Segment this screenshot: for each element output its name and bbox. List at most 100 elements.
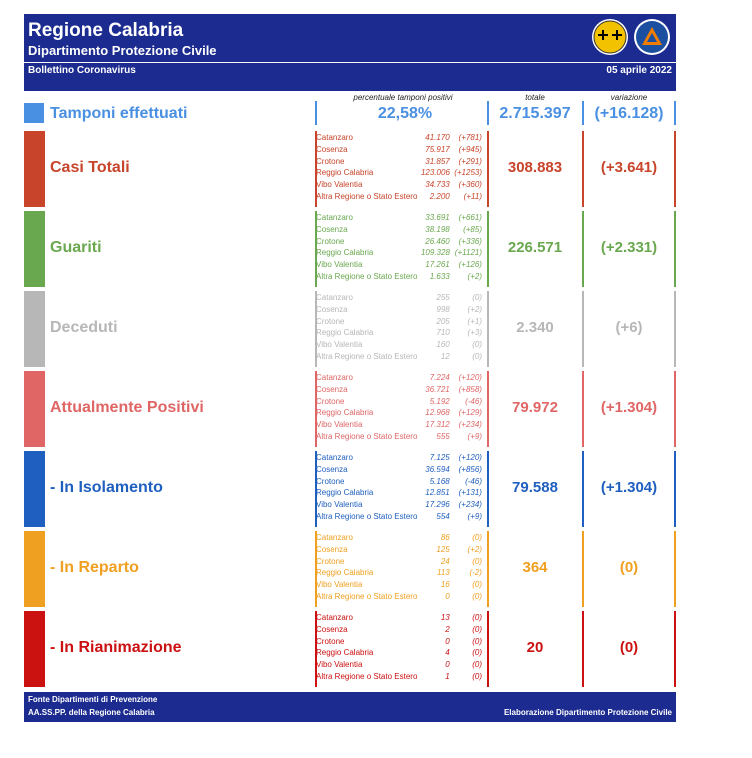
province-name: Cosenza bbox=[316, 544, 348, 554]
divider bbox=[315, 531, 317, 607]
section-color-block bbox=[24, 611, 45, 687]
province-row: Reggio Calabria 4 (0) bbox=[316, 647, 482, 659]
province-table: Catanzaro 33.691 (+661) Cosenza 38.198 (+85) C… bbox=[316, 212, 482, 283]
page-subtitle: Dipartimento Protezione Civile bbox=[28, 43, 217, 58]
province-value: 555 bbox=[436, 431, 450, 441]
province-value: 123.006 bbox=[420, 168, 450, 178]
province-value: 710 bbox=[436, 328, 450, 338]
province-name: Cosenza bbox=[316, 624, 348, 634]
province-delta: (-46) bbox=[465, 476, 482, 486]
province-name: Crotone bbox=[316, 396, 345, 406]
province-row: Reggio Calabria 710 (+3) bbox=[316, 327, 482, 339]
divider bbox=[582, 131, 584, 207]
province-name: Catanzaro bbox=[316, 533, 353, 542]
province-row: Vibo Valentia 16 (0) bbox=[316, 579, 482, 591]
divider bbox=[674, 531, 676, 607]
province-delta: (+9) bbox=[467, 511, 482, 521]
province-name: Vibo Valentia bbox=[316, 420, 363, 430]
province-value: 5.168 bbox=[429, 476, 450, 486]
province-value: 160 bbox=[436, 340, 450, 350]
section-total: 226.571 bbox=[507, 239, 563, 256]
province-value: 554 bbox=[436, 511, 450, 521]
province-name: Cosenza bbox=[316, 464, 348, 474]
province-row: Vibo Valentia 160 (0) bbox=[316, 339, 482, 351]
province-delta: (+336) bbox=[458, 236, 482, 246]
section-variation: (0) bbox=[619, 559, 639, 576]
province-value: 13 bbox=[440, 613, 450, 622]
divider bbox=[315, 451, 317, 527]
province-row: Reggio Calabria 109.328 (+1121) bbox=[316, 247, 482, 259]
province-value: 75.917 bbox=[425, 144, 450, 154]
divider bbox=[582, 531, 584, 607]
section-row: - In Reparto Catanzaro 86 (0) Cosenza 125 (+2)… bbox=[24, 531, 676, 607]
province-value: 0 bbox=[445, 591, 450, 601]
section-row: Attualmente Positivi Catanzaro 7.224 (+120)… bbox=[24, 371, 676, 447]
tamponi-color-block bbox=[24, 103, 44, 123]
province-name: Reggio Calabria bbox=[316, 568, 374, 578]
province-name: Crotone bbox=[316, 636, 345, 646]
province-delta: (0) bbox=[472, 556, 482, 566]
province-value: 205 bbox=[436, 316, 450, 326]
province-row: Catanzaro 86 (0) bbox=[316, 532, 482, 544]
province-delta: (0) bbox=[472, 636, 482, 646]
province-value: 255 bbox=[436, 293, 450, 302]
province-delta: (0) bbox=[472, 533, 482, 542]
section-label: Deceduti bbox=[50, 319, 118, 336]
source-line-1: Fonte Dipartimenti di Prevenzione bbox=[28, 695, 158, 704]
section-total: 79.972 bbox=[512, 399, 558, 416]
province-value: 2 bbox=[445, 624, 450, 634]
province-value: 109.328 bbox=[420, 248, 450, 258]
tamponi-label: Tamponi effettuati bbox=[50, 105, 188, 122]
province-value: 1 bbox=[445, 671, 450, 681]
province-name: Catanzaro bbox=[316, 453, 353, 462]
province-value: 17.261 bbox=[425, 260, 450, 270]
province-delta: (0) bbox=[472, 671, 482, 681]
province-row: Crotone 5.168 (-46) bbox=[316, 476, 482, 488]
divider bbox=[582, 291, 584, 367]
divider bbox=[487, 611, 489, 687]
province-delta: (0) bbox=[472, 340, 482, 350]
province-delta: (+2) bbox=[467, 304, 482, 314]
province-value: 0 bbox=[445, 636, 450, 646]
section-row: - In Isolamento Catanzaro 7.125 (+120) Cosen… bbox=[24, 451, 676, 527]
divider bbox=[315, 101, 317, 125]
province-delta: (+2) bbox=[467, 544, 482, 554]
province-name: Cosenza bbox=[316, 304, 348, 314]
section-color-block bbox=[24, 531, 45, 607]
province-value: 17.312 bbox=[425, 420, 450, 430]
divider bbox=[315, 211, 317, 287]
section-row: Guariti Catanzaro 33.691 (+661) Cosenza 38.19… bbox=[24, 211, 676, 287]
province-name: Catanzaro bbox=[316, 373, 353, 382]
province-delta: (+661) bbox=[458, 213, 482, 222]
province-value: 34.733 bbox=[425, 180, 450, 190]
province-row: Altra Regione o Stato Estero 1 (0) bbox=[316, 671, 482, 683]
section-total: 20 bbox=[526, 639, 544, 656]
province-delta: (+1121) bbox=[454, 248, 482, 258]
province-row: Altra Regione o Stato Estero 2.200 (+11) bbox=[316, 191, 482, 203]
province-name: Catanzaro bbox=[316, 613, 353, 622]
province-name: Reggio Calabria bbox=[316, 328, 374, 338]
province-value: 24 bbox=[440, 556, 450, 566]
province-value: 5.192 bbox=[429, 396, 450, 406]
section-variation: (+1.304) bbox=[600, 479, 658, 496]
province-row: Cosenza 998 (+2) bbox=[316, 304, 482, 316]
divider bbox=[674, 451, 676, 527]
province-table: Catanzaro 7.125 (+120) Cosenza 36.594 (+856) C… bbox=[316, 452, 482, 523]
province-value: 41.170 bbox=[425, 133, 450, 142]
province-value: 125 bbox=[436, 544, 450, 554]
province-table: Catanzaro 41.170 (+781) Cosenza 75.917 (+945)… bbox=[316, 132, 482, 203]
divider bbox=[674, 371, 676, 447]
divider bbox=[487, 451, 489, 527]
divider bbox=[315, 611, 317, 687]
province-row: Cosenza 36.721 (+858) bbox=[316, 384, 482, 396]
bulletin-bar: Bollettino Coronavirus 05 aprile 2022 bbox=[24, 62, 676, 79]
section-label: Casi Totali bbox=[50, 159, 130, 176]
province-row: Crotone 205 (+1) bbox=[316, 316, 482, 328]
section-total: 308.883 bbox=[507, 159, 563, 176]
province-delta: (+129) bbox=[458, 408, 482, 418]
province-row: Catanzaro 7.224 (+120) bbox=[316, 372, 482, 384]
section-total: 364 bbox=[522, 559, 548, 576]
calabria-crest-icon bbox=[592, 19, 628, 55]
province-value: 26.460 bbox=[425, 236, 450, 246]
section-variation: (+2.331) bbox=[600, 239, 658, 256]
